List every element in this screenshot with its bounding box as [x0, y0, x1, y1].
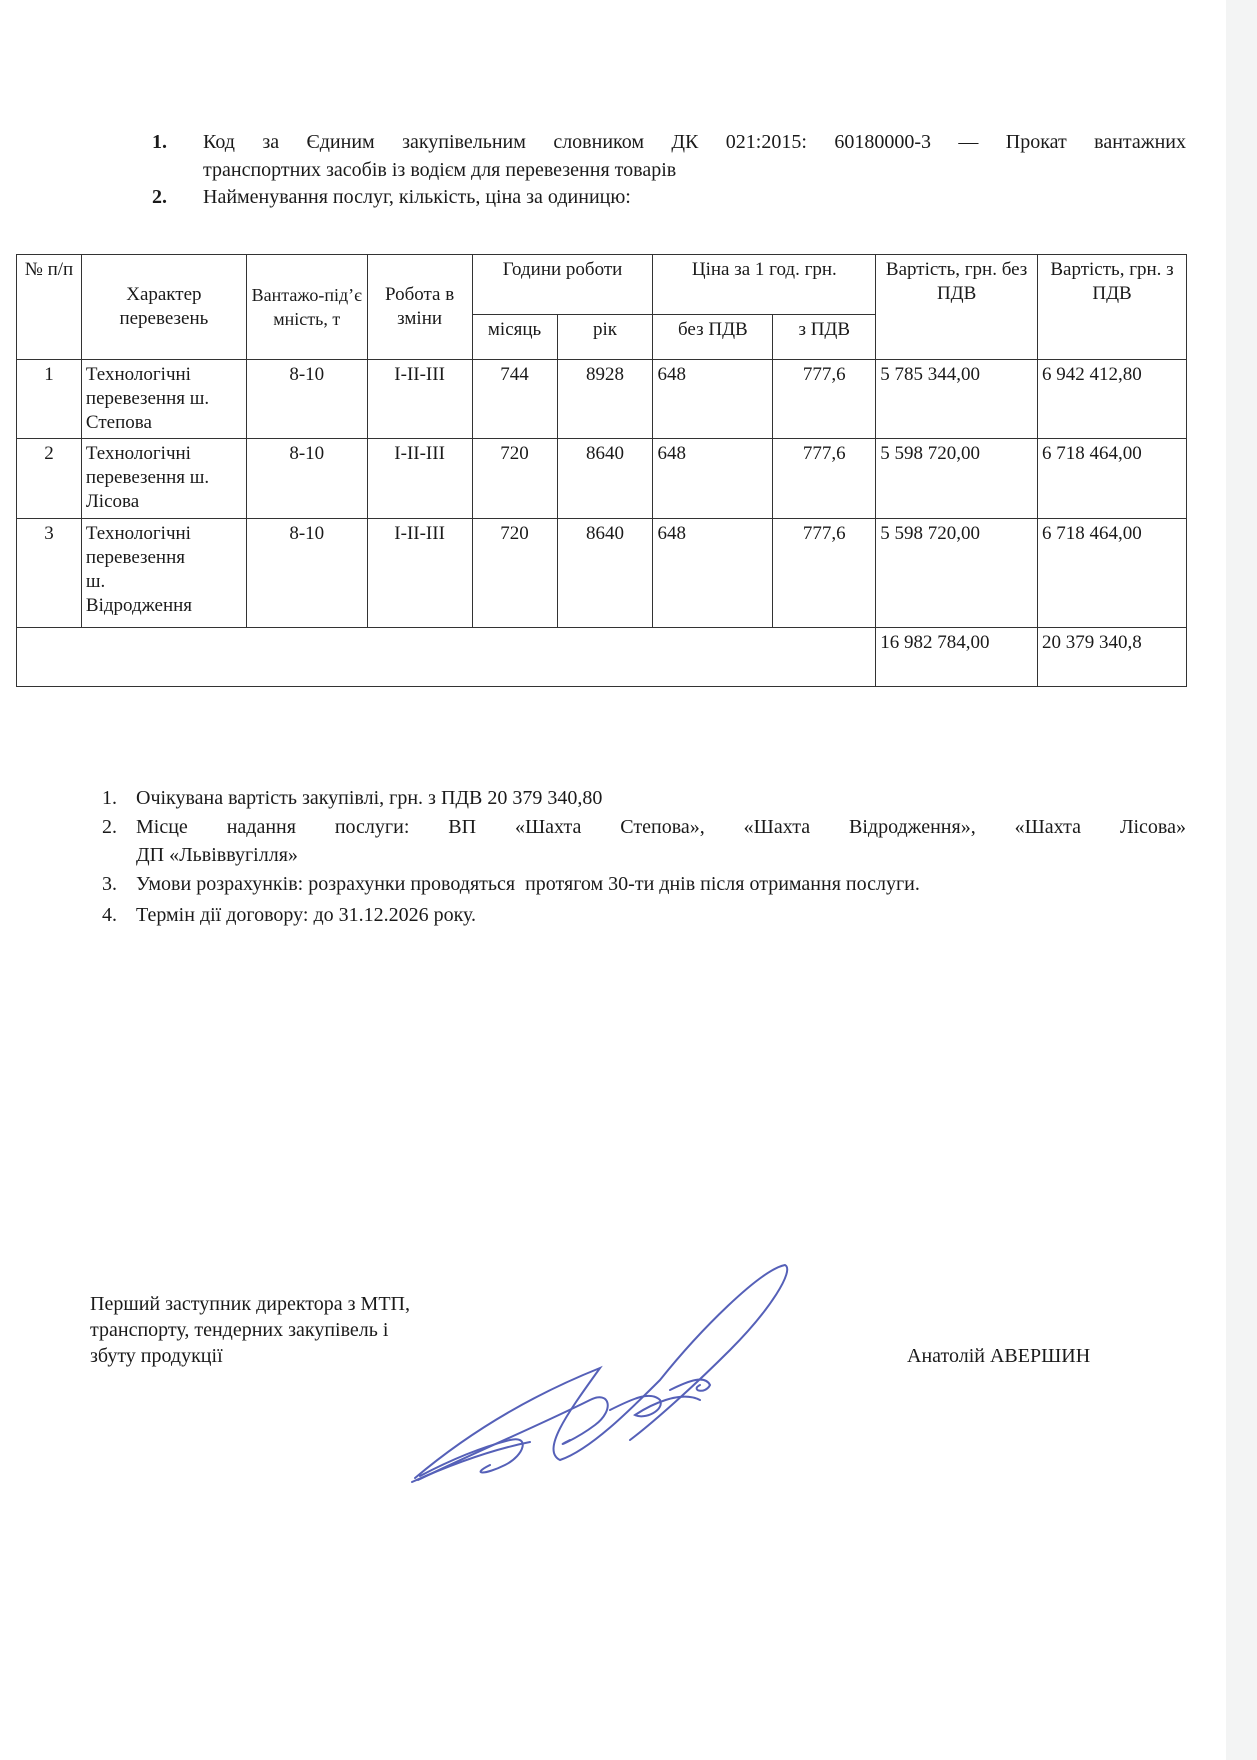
header-character: Характер перевезень — [80, 254, 247, 360]
cell-year: 8640 — [556, 518, 654, 628]
cell-num: 1 — [16, 359, 82, 439]
cell-num: 2 — [16, 438, 82, 519]
table-row: 3 Технологічні перевезення ш. Відродженн… — [16, 518, 1187, 628]
cell-num: 3 — [16, 518, 82, 628]
header-item-1-line1: Код за Єдиним закупівельним словником ДК… — [203, 131, 1186, 153]
header-year: рік — [556, 314, 654, 360]
list-number: 2. — [102, 816, 117, 838]
cell-month: 720 — [471, 518, 558, 628]
scan-edge — [1226, 0, 1257, 1760]
header-num: № п/п — [16, 254, 82, 360]
term-duration: Термін дії договору: до 31.12.2026 року. — [136, 904, 477, 926]
cell-shifts: I-II-III — [366, 518, 473, 628]
position-line-1: Перший заступник директора з МТП, — [90, 1293, 410, 1315]
cell-price-novat: 648 — [652, 359, 774, 439]
term-place-line2: ДП «Львіввугілля» — [136, 844, 298, 866]
total-empty-cell — [15, 627, 877, 687]
cell-price-novat: 648 — [652, 518, 774, 628]
services-table: № п/п Характер перевезень Вантажо-під’єм… — [15, 254, 1187, 687]
cell-cost-vat: 6 942 412,80 — [1037, 359, 1187, 439]
total-cost-vat: 20 379 340,8 — [1037, 627, 1187, 687]
cell-capacity: 8-10 — [245, 359, 368, 439]
cell-cost-vat: 6 718 464,00 — [1037, 438, 1187, 519]
header-cost-novat: Вартість, грн. без ПДВ — [875, 254, 1039, 360]
list-number: 2. — [152, 186, 167, 208]
cell-shifts: I-II-III — [366, 359, 473, 439]
header-item-1-line2: транспортних засобів із водієм для перев… — [203, 159, 677, 181]
cell-cost-vat: 6 718 464,00 — [1037, 518, 1187, 628]
cell-capacity: 8-10 — [245, 518, 368, 628]
cell-capacity: 8-10 — [245, 438, 368, 519]
position-line-3: збуту продукції — [90, 1345, 223, 1367]
cell-character: Технологічні перевезення ш. Лісова — [80, 438, 247, 519]
cell-price-vat: 777,6 — [772, 359, 877, 439]
list-number: 1. — [102, 787, 117, 809]
header-cost-vat: Вартість, грн. з ПДВ — [1037, 254, 1187, 360]
table-row: 2 Технологічні перевезення ш. Лісова 8-1… — [16, 438, 1187, 519]
header-item-2: Найменування послуг, кількість, ціна за … — [203, 186, 631, 208]
handwritten-signature — [411, 1263, 789, 1483]
header-month: місяць — [471, 314, 558, 360]
cell-year: 8640 — [556, 438, 654, 519]
cell-shifts: I-II-III — [366, 438, 473, 519]
cell-year: 8928 — [556, 359, 654, 439]
header-price: Ціна за 1 год. грн. — [652, 254, 877, 315]
cell-cost-novat: 5 598 720,00 — [875, 438, 1039, 519]
list-number: 4. — [102, 904, 117, 926]
cell-month: 744 — [471, 359, 558, 439]
term-place-line1: Місце надання послуги: ВП «Шахта Степова… — [136, 816, 1186, 838]
header-row: № п/п Характер перевезень Вантажо-під’єм… — [16, 254, 1187, 360]
header-capacity: Вантажо-під’ємність, т — [245, 254, 368, 360]
list-number: 1. — [152, 131, 167, 153]
header-shifts: Робота в зміни — [366, 254, 473, 360]
total-cost-novat: 16 982 784,00 — [875, 627, 1039, 687]
total-row: 16 982 784,00 20 379 340,8 — [15, 627, 1187, 687]
position-line-2: транспорту, тендерних закупівель і — [90, 1319, 389, 1341]
term-payment: Умови розрахунків: розрахунки проводятьс… — [136, 873, 920, 895]
cell-cost-novat: 5 785 344,00 — [875, 359, 1039, 439]
header-hours: Години роботи — [471, 254, 654, 315]
table-row: 1 Технологічні перевезення ш. Степова 8-… — [16, 359, 1187, 439]
cell-character: Технологічні перевезення ш. Відродження — [80, 518, 247, 628]
signatory-name: Анатолій АВЕРШИН — [907, 1345, 1091, 1367]
cell-price-vat: 777,6 — [772, 518, 877, 628]
cell-price-novat: 648 — [652, 438, 774, 519]
cell-price-vat: 777,6 — [772, 438, 877, 519]
cell-character: Технологічні перевезення ш. Степова — [80, 359, 247, 439]
subheader-row: місяць рік без ПДВ з ПДВ — [17, 314, 1187, 360]
list-number: 3. — [102, 873, 117, 895]
header-price-vat: з ПДВ — [772, 314, 877, 360]
cell-month: 720 — [471, 438, 558, 519]
term-expected-cost: Очікувана вартість закупівлі, грн. з ПДВ… — [136, 787, 603, 809]
cell-cost-novat: 5 598 720,00 — [875, 518, 1039, 628]
header-price-novat: без ПДВ — [652, 314, 774, 360]
